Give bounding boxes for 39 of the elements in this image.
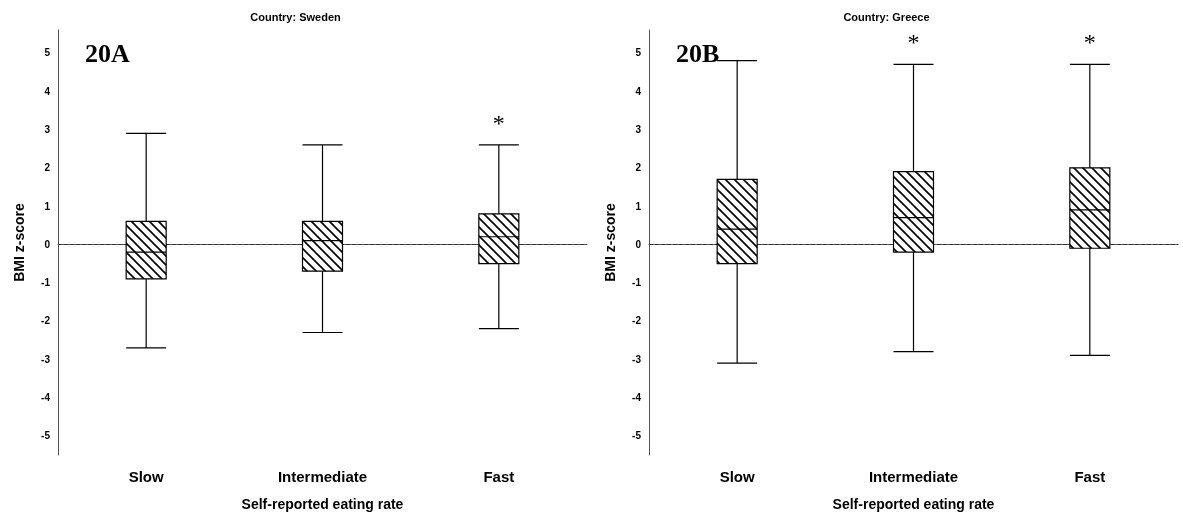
- x-tick-label: Fast: [483, 468, 515, 485]
- y-tick-label: 0: [635, 238, 642, 250]
- y-tick-label: 5: [44, 47, 51, 59]
- y-tick-label: -1: [41, 277, 51, 289]
- x-axis-title: Self-reported eating rate: [241, 496, 404, 512]
- y-tick-label: 2: [44, 162, 51, 174]
- annotation: *: [1083, 29, 1096, 56]
- annotation: 20B: [676, 38, 720, 68]
- x-tick-label: Slow: [128, 468, 164, 485]
- y-axis-title: BMI z-score: [11, 203, 27, 282]
- y-tick-label: 1: [635, 200, 642, 212]
- y-tick-label: -1: [632, 277, 642, 289]
- y-tick-label: -2: [41, 315, 51, 327]
- y-tick-label: -5: [632, 430, 642, 442]
- y-tick-label: -5: [41, 430, 51, 442]
- x-tick-label: Fast: [1074, 468, 1106, 485]
- y-tick-label: 1: [44, 200, 51, 212]
- y-tick-label: -3: [632, 353, 642, 365]
- y-tick-label: 0: [44, 238, 51, 250]
- x-tick-label: Intermediate: [868, 468, 959, 485]
- y-tick-label: 5: [635, 47, 642, 59]
- annotation: 20A: [85, 38, 130, 68]
- annotation: *: [907, 29, 920, 56]
- chart-title: Country: Greece: [843, 10, 930, 23]
- x-tick-label: Slow: [719, 468, 755, 485]
- y-tick-label: 2: [635, 162, 642, 174]
- y-tick-label: -4: [41, 392, 51, 404]
- annotation: *: [492, 109, 505, 136]
- y-tick-label: -4: [632, 392, 642, 404]
- y-tick-label: 4: [44, 85, 51, 97]
- x-axis-title: Self-reported eating rate: [832, 496, 995, 512]
- y-tick-label: -2: [632, 315, 642, 327]
- y-tick-label: 3: [44, 124, 51, 136]
- y-tick-label: 4: [635, 85, 642, 97]
- x-tick-label: Intermediate: [277, 468, 368, 485]
- chart-title: Country: Sweden: [250, 10, 341, 23]
- y-tick-label: 3: [635, 124, 642, 136]
- y-axis-title: BMI z-score: [602, 203, 618, 282]
- y-tick-label: -3: [41, 353, 51, 365]
